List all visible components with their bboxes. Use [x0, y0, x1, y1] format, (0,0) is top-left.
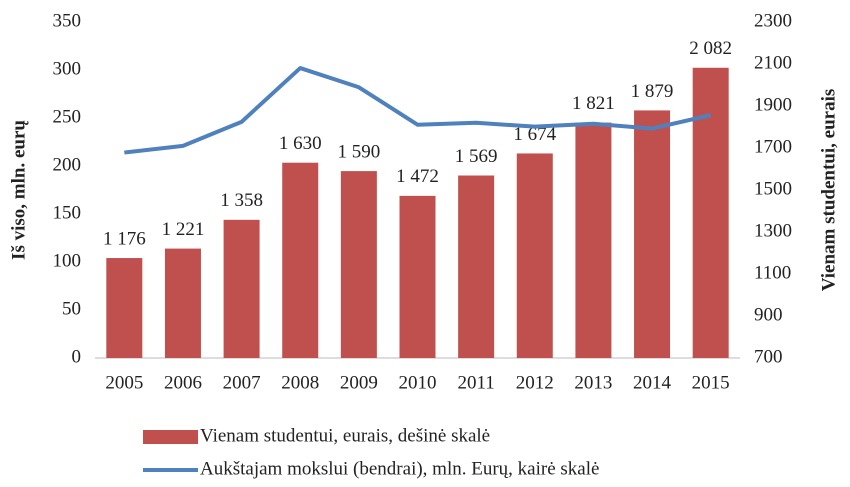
data-label: 1 674	[513, 124, 556, 145]
bar	[516, 153, 553, 358]
bar	[282, 162, 319, 358]
x-tick-label: 2007	[223, 372, 261, 393]
x-tick-label: 2005	[105, 372, 143, 393]
x-tick-label: 2006	[164, 372, 202, 393]
y-tick-label: 250	[53, 106, 82, 127]
y2-tick-label: 2300	[754, 10, 792, 31]
y-tick-label: 300	[53, 58, 82, 79]
data-label: 1 569	[455, 146, 498, 167]
x-tick-label: 2010	[399, 372, 437, 393]
data-label: 1 879	[631, 81, 674, 102]
bar	[575, 122, 612, 358]
y2-tick-label: 1900	[754, 94, 792, 115]
data-label: 1 590	[337, 141, 380, 162]
x-tick-label: 2013	[574, 372, 612, 393]
line	[124, 66, 712, 155]
data-label: 2 082	[689, 38, 732, 59]
data-label: 1 821	[572, 93, 615, 114]
y2-axis-label: Vienam studentui, eurais	[818, 89, 839, 292]
y-tick-label: 100	[53, 250, 82, 271]
y-tick-label: 0	[72, 346, 82, 367]
legend-label: Vienam studentui, eurais, dešinė skalė	[200, 425, 490, 446]
y2-tick-label: 900	[754, 304, 783, 325]
y-tick-label: 50	[62, 298, 81, 319]
x-tick-label: 2011	[457, 372, 494, 393]
y-tick-label: 350	[53, 10, 82, 31]
y2-tick-label: 1100	[754, 262, 791, 283]
bar	[223, 219, 260, 358]
data-label: 1 221	[162, 219, 205, 240]
x-tick-label: 2012	[516, 372, 554, 393]
data-label: 1 630	[279, 133, 322, 154]
bar	[692, 67, 729, 358]
data-label: 1 358	[220, 190, 263, 211]
legend-swatch	[143, 430, 198, 444]
y-axis-label: Iš viso, mln. eurų	[8, 120, 29, 260]
y2-tick-label: 1300	[754, 220, 792, 241]
legend-label: Aukštajam mokslui (bendrai), mln. Eurų, …	[200, 458, 599, 479]
x-tick-label: 2008	[281, 372, 319, 393]
bar	[634, 110, 671, 358]
bar	[164, 248, 201, 358]
y2-tick-label: 2100	[754, 52, 792, 73]
y2-tick-label: 700	[754, 346, 783, 367]
bar	[458, 175, 495, 358]
y2-tick-label: 1700	[754, 136, 792, 157]
y-tick-label: 200	[53, 154, 82, 175]
x-tick-label: 2015	[692, 372, 730, 393]
bar	[340, 171, 377, 358]
bar	[106, 258, 143, 358]
bar	[399, 195, 436, 358]
data-label: 1 176	[103, 228, 146, 249]
y2-tick-label: 1500	[754, 178, 792, 199]
data-label: 1 472	[396, 166, 439, 187]
y-tick-label: 150	[53, 202, 82, 223]
x-tick-label: 2014	[633, 372, 672, 393]
x-tick-label: 2009	[340, 372, 378, 393]
